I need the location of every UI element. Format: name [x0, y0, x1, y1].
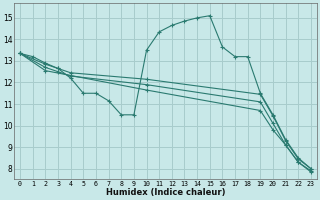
X-axis label: Humidex (Indice chaleur): Humidex (Indice chaleur): [106, 188, 225, 197]
